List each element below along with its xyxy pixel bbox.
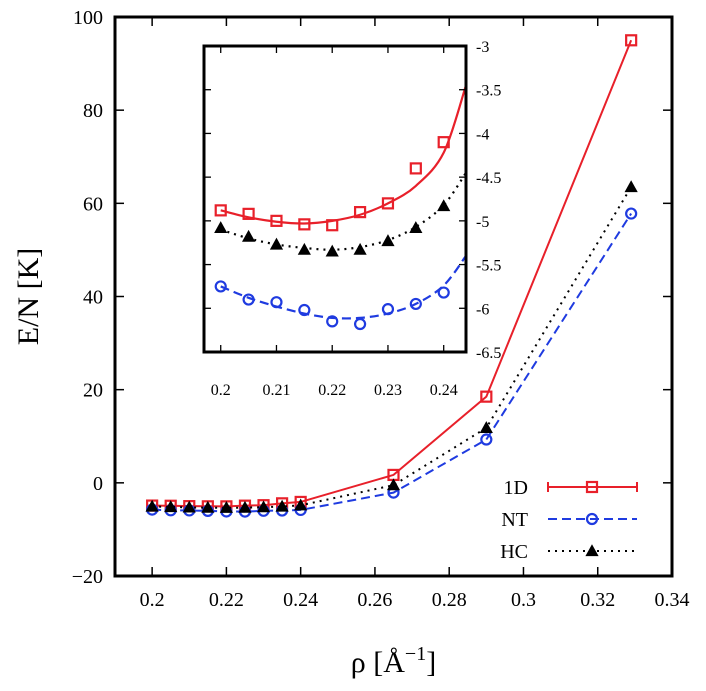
data-point-HC-8 [294, 498, 308, 511]
legend-marker-HC [585, 544, 599, 557]
inset-data-point-NT-1 [242, 293, 255, 306]
data-point-HC-9 [386, 478, 401, 491]
y-tick-label-2: 20 [83, 380, 103, 402]
data-point-HC-6 [256, 500, 271, 513]
y-tick-label-0: −20 [72, 566, 103, 588]
data-point-HC-2 [182, 500, 196, 513]
data-point-HC-7 [275, 499, 289, 512]
x-tick-label-3: 0.26 [357, 589, 392, 611]
legend-marker-1D [585, 480, 599, 494]
inset-data-point-NT-5 [353, 317, 367, 331]
y-tick-label-6: 100 [73, 7, 103, 29]
inset-x-tick-label-2: 0.22 [318, 382, 346, 399]
inset-data-point-NT-4 [326, 315, 339, 328]
inset-data-point-HC-0 [214, 221, 228, 233]
inset-fit-curve-1D [220, 84, 468, 225]
inset-data-point-1D-2 [270, 214, 283, 227]
inset-y-tick-label-0: -6.5 [476, 345, 501, 362]
inset-data-point-NT-7 [409, 297, 422, 311]
inset-fit-curve-HC [220, 172, 467, 251]
inset-plot-area [214, 84, 468, 331]
x-tick-label-2: 0.24 [283, 589, 318, 611]
inset-y-tick-label-5: -4 [476, 126, 489, 143]
data-point-NT-10 [480, 433, 493, 446]
y-tick-label-4: 60 [83, 193, 103, 215]
inset-data-point-1D-6 [381, 197, 395, 210]
x-tick-label-1: 0.22 [209, 589, 244, 611]
x-axis-label-main: ρ [Å [351, 646, 405, 679]
x-axis-label-exponent: −1 [405, 643, 426, 665]
y-axis-label: E/N [K] [12, 248, 45, 345]
inset-data-point-HC-1 [241, 229, 256, 242]
data-point-HC-3 [201, 500, 215, 513]
inset-x-tick-label-4: 0.24 [430, 382, 458, 399]
x-axis-label-close: ] [426, 646, 436, 679]
x-axis-label: ρ [Å−1] [351, 643, 436, 679]
inset-x-tick-label-1: 0.21 [262, 382, 290, 399]
inset-x-tick-label-3: 0.23 [374, 382, 402, 399]
data-point-HC-5 [238, 500, 252, 513]
inset-data-point-1D-7 [409, 162, 422, 175]
inset-data-point-HC-3 [297, 242, 311, 255]
data-point-HC-11 [624, 180, 638, 193]
inset-y-tick-label-7: -3 [476, 39, 489, 56]
data-point-1D-11 [625, 34, 638, 47]
inset-data-point-1D-1 [242, 207, 255, 220]
data-point-HC-0 [145, 499, 159, 512]
inset-y-tick-label-6: -3.5 [476, 83, 501, 100]
inset-data-point-HC-7 [409, 221, 423, 233]
legend-label-HC: HC [500, 541, 528, 563]
x-tick-label-5: 0.3 [511, 589, 536, 611]
legend-marker-NT [585, 512, 599, 526]
inset-data-point-HC-8 [437, 199, 451, 212]
inset-data-point-HC-2 [269, 237, 284, 250]
data-point-HC-1 [164, 500, 178, 513]
inset-data-point-NT-3 [298, 303, 311, 317]
inset-data-point-1D-0 [214, 204, 227, 217]
x-tick-label-4: 0.28 [432, 589, 467, 611]
inset-data-point-1D-5 [353, 206, 367, 219]
y-tick-label-5: 80 [83, 100, 103, 122]
inset-data-point-HC-5 [353, 242, 367, 255]
inset-background [204, 46, 466, 352]
inset-x-tick-label-0: 0.2 [211, 382, 231, 399]
inset-fit-curve-NT [220, 255, 467, 320]
main-plot-area [145, 34, 638, 518]
inset-data-point-HC-6 [381, 234, 395, 247]
inset-data-point-1D-3 [298, 218, 311, 231]
y-tick-label-1: 0 [93, 473, 103, 495]
inset-frame [202, 44, 468, 354]
inset-data-point-HC-4 [325, 244, 339, 257]
data-point-NT-11 [625, 207, 638, 220]
inset-y-tick-label-3: -5 [476, 214, 489, 231]
legend-label-NT: NT [501, 509, 528, 531]
y-tick-label-3: 40 [83, 287, 103, 309]
inset-data-point-1D-4 [326, 219, 339, 232]
inset-y-tick-label-4: -4.5 [476, 170, 501, 187]
x-tick-label-0: 0.2 [140, 589, 165, 611]
inset-data-point-1D-8 [437, 136, 450, 149]
legend-label-1D: 1D [504, 477, 528, 499]
data-point-1D-10 [480, 390, 493, 403]
inset-data-point-NT-2 [270, 296, 283, 309]
inset-y-tick-label-2: -5.5 [476, 258, 501, 275]
x-tick-label-6: 0.32 [580, 589, 615, 611]
inset-y-tick-label-1: -6 [476, 301, 489, 318]
x-tick-label-7: 0.34 [655, 589, 690, 611]
data-point-HC-10 [479, 421, 493, 433]
inset-data-point-NT-6 [381, 303, 395, 316]
data-point-HC-4 [219, 500, 233, 513]
inset-data-point-NT-8 [437, 286, 450, 299]
inset-data-point-NT-0 [214, 280, 227, 293]
